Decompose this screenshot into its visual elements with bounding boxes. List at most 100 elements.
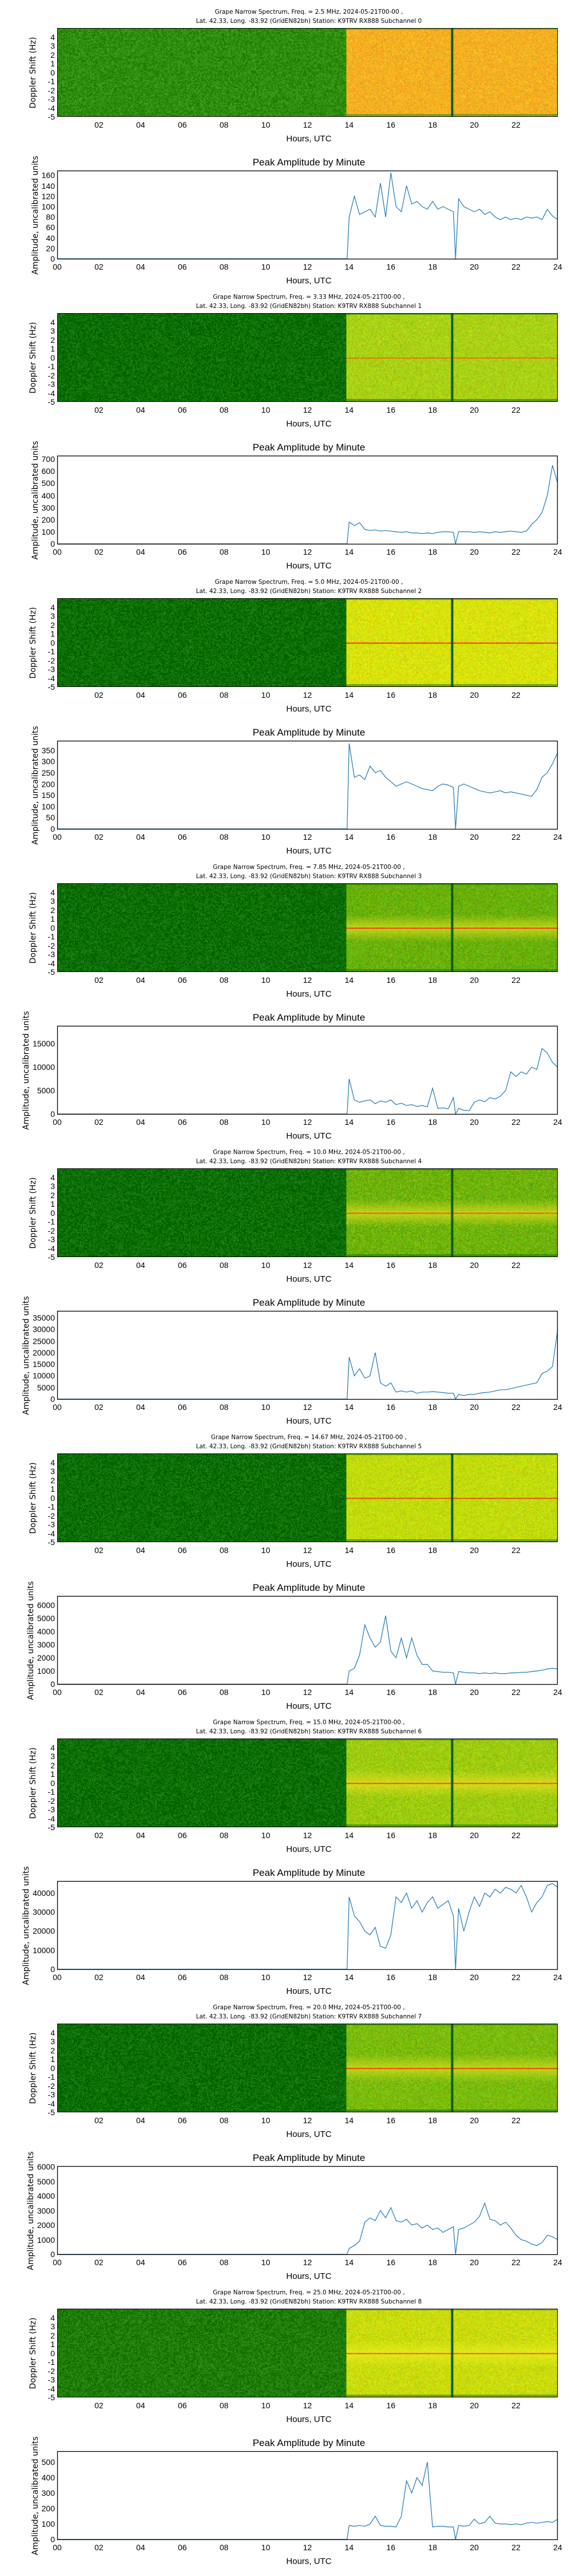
amplitude-xtick-label: 24 — [546, 1402, 569, 1412]
spectrogram-subtitle: Lat. 42.33, Long. -83.92 (GridEN82bh) St… — [0, 18, 572, 25]
spectrogram-xtick-label: 08 — [213, 1261, 236, 1270]
spectrogram-xtick-label: 06 — [171, 690, 194, 700]
amplitude-xtick-label: 10 — [255, 832, 277, 841]
amplitude-ytick-label: 6000 — [32, 2162, 55, 2171]
channel-panel: Grape Narrow Spectrum, Freq. = 20.0 MHz,… — [0, 1996, 572, 2281]
amplitude-xtick-label: 22 — [505, 2258, 527, 2267]
spectrogram-xtick-label: 02 — [88, 690, 110, 700]
spectrogram-xtick-label: 14 — [337, 975, 360, 985]
amplitude-xtick-label: 24 — [546, 1117, 569, 1127]
amplitude-xtick-label: 12 — [296, 2543, 319, 2552]
spectrogram-xtick-label: 22 — [505, 120, 527, 129]
spectrogram-xtick-label: 12 — [296, 1546, 319, 1555]
amplitude-xtick-label: 20 — [463, 1117, 486, 1127]
amplitude-plot — [57, 1596, 558, 1685]
amplitude-xtick-label: 16 — [379, 1402, 402, 1412]
amplitude-plot — [57, 2451, 558, 2540]
amplitude-title: Peak Amplitude by Minute — [0, 157, 572, 168]
amplitude-ylabel: Amplitude, uncalibrated units — [22, 1011, 31, 1130]
amplitude-xtick-label: 12 — [296, 1402, 319, 1412]
amplitude-series-line — [57, 1883, 558, 1969]
amplitude-xtick-label: 14 — [337, 832, 360, 841]
spectrogram-xtick-label: 02 — [88, 975, 110, 985]
amplitude-plot — [57, 2166, 558, 2255]
amplitude-xtick-label: 20 — [463, 1402, 486, 1412]
plot-frame — [58, 2167, 558, 2255]
spectrogram-xtick-label: 16 — [379, 1831, 402, 1840]
amplitude-plot — [57, 1311, 558, 1400]
amplitude-xtick-label: 08 — [213, 832, 236, 841]
spectrogram-xtick-label: 20 — [463, 1261, 486, 1270]
amplitude-title: Peak Amplitude by Minute — [0, 1867, 572, 1879]
spectrogram-xtick-label: 04 — [129, 405, 152, 414]
spectrogram-subtitle: Lat. 42.33, Long. -83.92 (GridEN82bh) St… — [0, 1728, 572, 1735]
spectrogram-xtick-label: 06 — [171, 975, 194, 985]
amplitude-series-line — [57, 2462, 558, 2539]
spectrogram-ylabel: Doppler Shift (Hz) — [29, 1463, 38, 1534]
amplitude-xlabel: Hours, UTC — [0, 1131, 572, 1141]
spectrogram-xtick-label: 14 — [337, 2401, 360, 2410]
amplitude-xtick-label: 18 — [421, 1973, 444, 1982]
amplitude-xtick-label: 00 — [46, 2543, 69, 2552]
spectrogram-xtick-label: 04 — [129, 1261, 152, 1270]
spectrogram-xtick-label: 10 — [255, 2116, 277, 2125]
amplitude-xtick-label: 06 — [171, 2543, 194, 2552]
amplitude-xtick-label: 24 — [546, 262, 569, 271]
spectrogram-xtick-label: 02 — [88, 1261, 110, 1270]
amplitude-ytick-label: 6000 — [32, 1601, 55, 1610]
amplitude-ytick-label: 5000 — [32, 1086, 55, 1095]
amplitude-ylabel: Amplitude, uncalibrated units — [31, 726, 40, 845]
amplitude-ytick-label: 20000 — [32, 1926, 55, 1935]
amplitude-xtick-label: 04 — [129, 1688, 152, 1697]
amplitude-xtick-label: 16 — [379, 2258, 402, 2267]
amplitude-xtick-label: 06 — [171, 1973, 194, 1982]
spectrogram-xtick-label: 10 — [255, 2401, 277, 2410]
amplitude-plot — [57, 1026, 558, 1115]
amplitude-xtick-label: 16 — [379, 2543, 402, 2552]
amplitude-xtick-label: 08 — [213, 547, 236, 556]
amplitude-xtick-label: 00 — [46, 1402, 69, 1412]
spectrogram-xtick-label: 06 — [171, 1261, 194, 1270]
amplitude-xtick-label: 12 — [296, 1688, 319, 1697]
amplitude-xtick-label: 12 — [296, 1117, 319, 1127]
amplitude-xtick-label: 04 — [129, 547, 152, 556]
spectrogram-xtick-label: 18 — [421, 2116, 444, 2125]
amplitude-series-line — [57, 465, 558, 544]
amplitude-xtick-label: 22 — [505, 262, 527, 271]
amplitude-xtick-label: 04 — [129, 2543, 152, 2552]
amplitude-plot — [57, 456, 558, 544]
spectrogram-xtick-label: 10 — [255, 975, 277, 985]
spectrogram-xtick-label: 20 — [463, 2401, 486, 2410]
amplitude-xtick-label: 22 — [505, 832, 527, 841]
amplitude-xtick-label: 10 — [255, 262, 277, 271]
spectrogram-xtick-label: 10 — [255, 1261, 277, 1270]
spectrogram-ylabel: Doppler Shift (Hz) — [29, 1178, 38, 1249]
amplitude-xtick-label: 24 — [546, 1688, 569, 1697]
amplitude-xtick-label: 04 — [129, 1973, 152, 1982]
spectrogram-plot — [57, 598, 558, 687]
plot-frame — [58, 2452, 558, 2540]
spectrogram-xtick-label: 02 — [88, 2116, 110, 2125]
spectrogram-ylabel: Doppler Shift (Hz) — [29, 2318, 38, 2389]
spectrogram-ylabel: Doppler Shift (Hz) — [29, 2033, 38, 2104]
amplitude-xtick-label: 02 — [88, 1117, 110, 1127]
spectrogram-subtitle: Lat. 42.33, Long. -83.92 (GridEN82bh) St… — [0, 873, 572, 880]
spectrogram-plot — [57, 1739, 558, 1827]
amplitude-xtick-label: 18 — [421, 1402, 444, 1412]
amplitude-xtick-label: 08 — [213, 1117, 236, 1127]
spectrogram-plot — [57, 883, 558, 972]
amplitude-xtick-label: 14 — [337, 2543, 360, 2552]
spectrogram-plot — [57, 2024, 558, 2112]
spectrogram-xlabel: Hours, UTC — [0, 134, 572, 144]
spectrogram-xtick-label: 20 — [463, 120, 486, 129]
amplitude-xtick-label: 14 — [337, 2258, 360, 2267]
spectrogram-xlabel: Hours, UTC — [0, 704, 572, 714]
amplitude-xtick-label: 06 — [171, 832, 194, 841]
amplitude-ytick-label: 35000 — [32, 1313, 55, 1322]
spectrogram-xtick-label: 14 — [337, 1831, 360, 1840]
spectrogram-ytick-label: -5 — [32, 397, 55, 406]
amplitude-xtick-label: 10 — [255, 1688, 277, 1697]
spectrogram-xtick-label: 22 — [505, 1831, 527, 1840]
amplitude-xtick-label: 00 — [46, 1688, 69, 1697]
spectrogram-xlabel: Hours, UTC — [0, 989, 572, 999]
